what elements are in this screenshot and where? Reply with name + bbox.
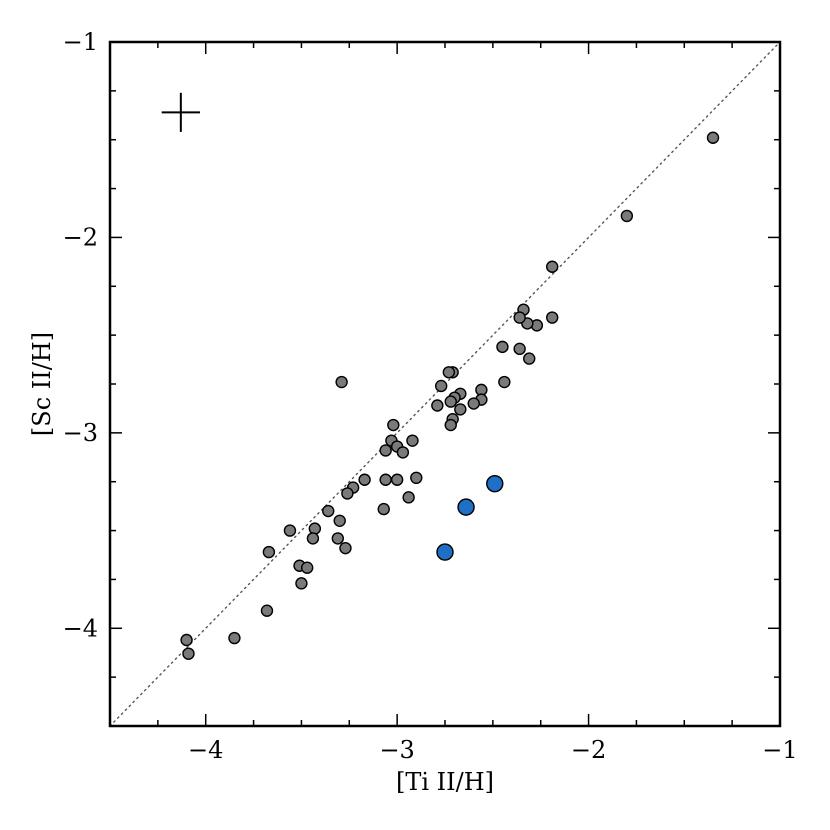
data-point <box>300 561 314 574</box>
data-point <box>333 514 346 527</box>
data-point <box>434 379 448 393</box>
data-point <box>377 502 390 516</box>
data-point <box>396 446 410 459</box>
data-point <box>322 504 335 518</box>
data-point <box>295 577 308 590</box>
plot-frame <box>108 40 782 728</box>
y-axis-label: [Sc II/H] <box>28 332 56 436</box>
data-point <box>341 487 354 500</box>
data-point <box>262 545 276 559</box>
data-point <box>410 471 423 485</box>
data-point <box>306 532 320 545</box>
data-point <box>390 473 404 486</box>
y-tick-label: −3 <box>63 419 98 447</box>
data-point <box>339 541 352 555</box>
data-point <box>379 473 392 486</box>
data-point <box>358 473 371 486</box>
data-point <box>387 418 400 432</box>
data-point <box>228 631 241 645</box>
highlighted-data-point <box>486 474 504 493</box>
data-point <box>283 524 297 537</box>
x-axis-label: [Ti II/H] <box>396 768 494 796</box>
highlighted-data-point <box>436 543 454 561</box>
data-point <box>498 375 511 389</box>
data-point <box>444 395 457 408</box>
data-point <box>620 209 634 223</box>
data-point <box>513 311 526 324</box>
data-point <box>546 311 559 324</box>
x-tick-label: −4 <box>188 736 223 764</box>
data-point <box>706 131 720 144</box>
data-point <box>513 342 526 356</box>
data-point <box>180 633 193 647</box>
highlighted-data-point <box>457 498 475 516</box>
data-point <box>260 604 274 617</box>
data-point <box>308 522 322 535</box>
y-tick-label: −1 <box>63 28 98 56</box>
data-point <box>402 491 415 504</box>
x-tick-label: −2 <box>571 736 606 764</box>
data-point <box>454 403 467 416</box>
data-point <box>467 397 480 410</box>
data-point <box>546 260 559 273</box>
data-point <box>431 399 444 412</box>
data-point <box>379 444 392 457</box>
data-point <box>182 647 195 660</box>
y-tick-label: −2 <box>63 223 98 251</box>
data-point <box>444 418 457 432</box>
data-point <box>331 532 344 545</box>
data-point <box>335 375 348 389</box>
x-tick-label: −3 <box>379 736 414 764</box>
data-point <box>406 434 419 447</box>
x-tick-label: −1 <box>762 736 797 764</box>
data-point <box>496 340 509 354</box>
y-tick-label: −4 <box>63 614 98 642</box>
data-point <box>442 366 456 379</box>
data-point <box>523 352 536 365</box>
